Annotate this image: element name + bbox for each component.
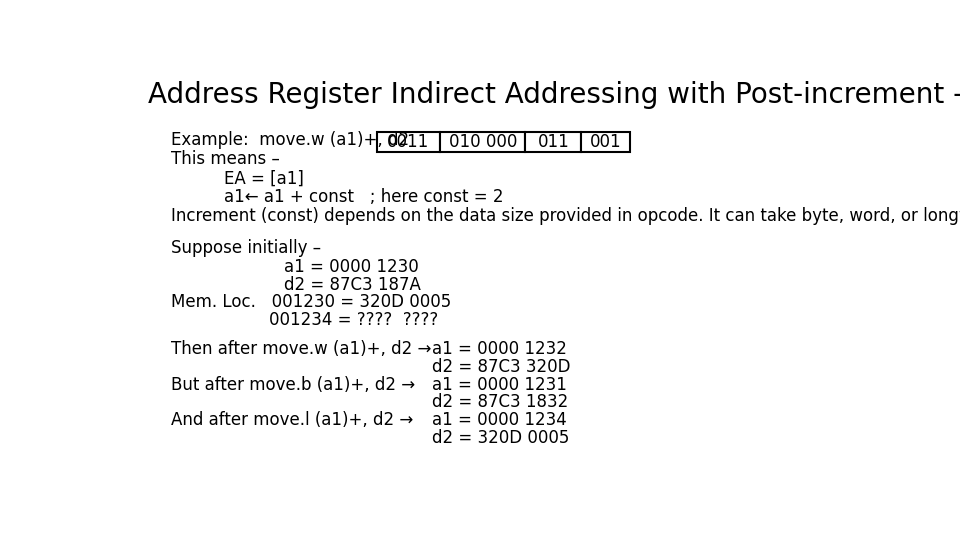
Text: d2 = 87C3 187A: d2 = 87C3 187A (284, 275, 420, 294)
Bar (525, 132, 581, 152)
Text: 001234 = ????  ????: 001234 = ???? ???? (269, 311, 438, 329)
Bar (581, 132, 630, 152)
Text: EA = [a1]: EA = [a1] (225, 170, 304, 187)
Text: 010 000: 010 000 (448, 133, 516, 151)
Text: Address Register Indirect Addressing with Post-increment – Mode 3: Address Register Indirect Addressing wit… (148, 82, 960, 110)
Text: a1← a1 + const   ; here const = 2: a1← a1 + const ; here const = 2 (225, 188, 504, 206)
Bar (376, 132, 440, 152)
Text: 001: 001 (589, 133, 621, 151)
Text: d2 = 87C3 1832: d2 = 87C3 1832 (432, 393, 568, 411)
Text: Example:  move.w (a1)+, d2: Example: move.w (a1)+, d2 (171, 131, 409, 150)
Text: 0011: 0011 (387, 133, 429, 151)
Text: But after move.b (a1)+, d2 →: But after move.b (a1)+, d2 → (171, 376, 415, 394)
Text: Increment (const) depends on the data size provided in opcode. It can take byte,: Increment (const) depends on the data si… (171, 207, 960, 225)
Text: d2 = 320D 0005: d2 = 320D 0005 (432, 429, 570, 447)
Text: Mem. Loc.   001230 = 320D 0005: Mem. Loc. 001230 = 320D 0005 (171, 294, 451, 312)
Text: d2 = 87C3 320D: d2 = 87C3 320D (432, 358, 571, 376)
Text: 011: 011 (538, 133, 569, 151)
Text: Then after move.w (a1)+, d2 →: Then after move.w (a1)+, d2 → (171, 340, 431, 358)
Text: Suppose initially –: Suppose initially – (171, 239, 321, 258)
Text: a1 = 0000 1232: a1 = 0000 1232 (432, 340, 567, 358)
Text: a1 = 0000 1234: a1 = 0000 1234 (432, 411, 567, 429)
Text: This means –: This means – (171, 150, 279, 168)
Text: a1 = 0000 1230: a1 = 0000 1230 (284, 258, 419, 276)
Bar (440, 132, 525, 152)
Text: a1 = 0000 1231: a1 = 0000 1231 (432, 376, 567, 394)
Text: And after move.l (a1)+, d2 →: And after move.l (a1)+, d2 → (171, 411, 413, 429)
